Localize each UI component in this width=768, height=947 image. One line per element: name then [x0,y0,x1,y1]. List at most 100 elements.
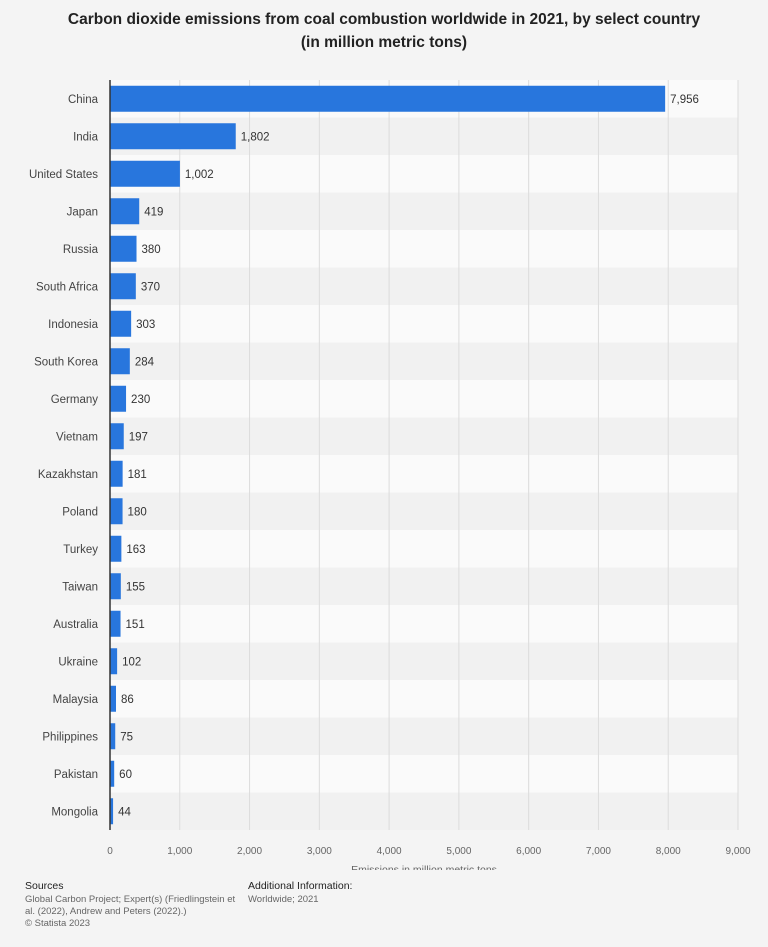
row-band [110,792,738,830]
value-label: 75 [120,731,133,743]
bar-philippines [110,723,116,750]
value-label: 370 [141,281,160,293]
row-band [110,755,738,793]
value-label: 102 [122,656,141,668]
row-band [110,642,738,680]
category-label: Russia [63,244,99,256]
category-label: China [68,94,99,106]
bar-mongolia [110,798,114,825]
row-band [110,605,738,643]
value-label: 163 [126,544,145,556]
bar-south-korea [110,348,130,375]
category-label: India [73,131,99,143]
category-label: Philippines [42,731,98,743]
bar-pakistan [110,760,115,787]
row-band [110,192,738,230]
x-tick-label: 4,000 [377,846,402,857]
bar-australia [110,610,121,637]
bar-united-states [110,160,180,187]
row-band [110,342,738,380]
copyright-text: © Statista 2023 [25,918,91,929]
x-tick-label: 0 [107,846,113,857]
x-tick-label: 2,000 [237,846,262,857]
row-band [110,305,738,343]
value-label: 303 [136,319,155,331]
bar-taiwan [110,573,121,600]
row-band [110,717,738,755]
value-label: 230 [131,394,150,406]
category-label: Ukraine [58,656,98,668]
chart-title-line2: (in million metric tons) [300,34,468,51]
row-band [110,455,738,493]
value-label: 419 [144,206,163,218]
value-label: 86 [121,694,134,706]
category-label: Indonesia [48,319,98,331]
row-band [110,680,738,718]
sources-text-1: Global Carbon Project; Expert(s) (Friedl… [25,894,236,905]
category-label: Japan [67,206,98,218]
value-label: 181 [128,469,147,481]
sources-text-2: al. (2022), Andrew and Peters (2022).) [25,906,187,917]
row-band [110,155,738,193]
category-label: South Africa [36,281,99,293]
x-tick-label: 8,000 [656,846,681,857]
chart-title-line1: Carbon dioxide emissions from coal combu… [67,11,701,28]
bar-russia [110,235,137,262]
category-label: Malaysia [53,694,99,706]
x-tick-label: 7,000 [586,846,611,857]
value-label: 60 [119,769,132,781]
value-label: 7,956 [670,94,699,106]
x-tick-label: 1,000 [167,846,192,857]
additional-info-section: Additional Information: Worldwide; 2021 [248,880,448,906]
x-tick-label: 6,000 [516,846,541,857]
bar-malaysia [110,685,117,712]
bar-germany [110,385,127,412]
additional-info-heading: Additional Information: [248,880,353,892]
additional-info-text: Worldwide; 2021 [248,894,319,905]
value-label: 284 [135,356,155,368]
x-axis-title: Emissions in million metric tons [351,864,497,870]
bar-turkey [110,535,122,562]
value-label: 180 [128,506,147,518]
row-band [110,267,738,305]
bar-indonesia [110,310,132,337]
x-tick-label: 3,000 [307,846,332,857]
value-label: 151 [126,619,145,631]
x-tick-label: 9,000 [725,846,750,857]
bar-vietnam [110,423,124,450]
category-label: Pakistan [54,769,98,781]
chart-title: Carbon dioxide emissions from coal combu… [30,8,738,54]
value-label: 197 [129,431,148,443]
category-label: Turkey [63,544,98,556]
category-label: Kazakhstan [38,469,98,481]
row-band [110,417,738,455]
value-label: 1,802 [241,131,270,143]
category-label: Poland [62,506,98,518]
value-label: 1,002 [185,169,214,181]
bar-china [110,85,666,112]
value-label: 380 [142,244,161,256]
bar-poland [110,498,123,525]
row-band [110,230,738,268]
category-label: Australia [53,619,98,631]
category-label: Mongolia [51,806,98,818]
row-band [110,380,738,418]
category-label: United States [29,169,98,181]
row-band [110,530,738,568]
bar-kazakhstan [110,460,123,487]
x-tick-label: 5,000 [446,846,471,857]
value-label: 155 [126,581,145,593]
bar-ukraine [110,648,118,675]
sources-heading: Sources [25,880,64,892]
category-label: Germany [51,394,99,406]
bar-india [110,123,236,150]
sources-section: Sources Global Carbon Project; Expert(s)… [25,880,240,930]
category-label: Taiwan [62,581,98,593]
row-band [110,567,738,605]
value-label: 44 [118,806,131,818]
bar-japan [110,198,140,225]
bar-chart: 0 1,000 2,000 3,000 4,000 5,000 6,000 7,000 8,00… [29,80,751,870]
bar-south-africa [110,273,136,300]
row-band [110,492,738,530]
category-label: Vietnam [56,431,98,443]
